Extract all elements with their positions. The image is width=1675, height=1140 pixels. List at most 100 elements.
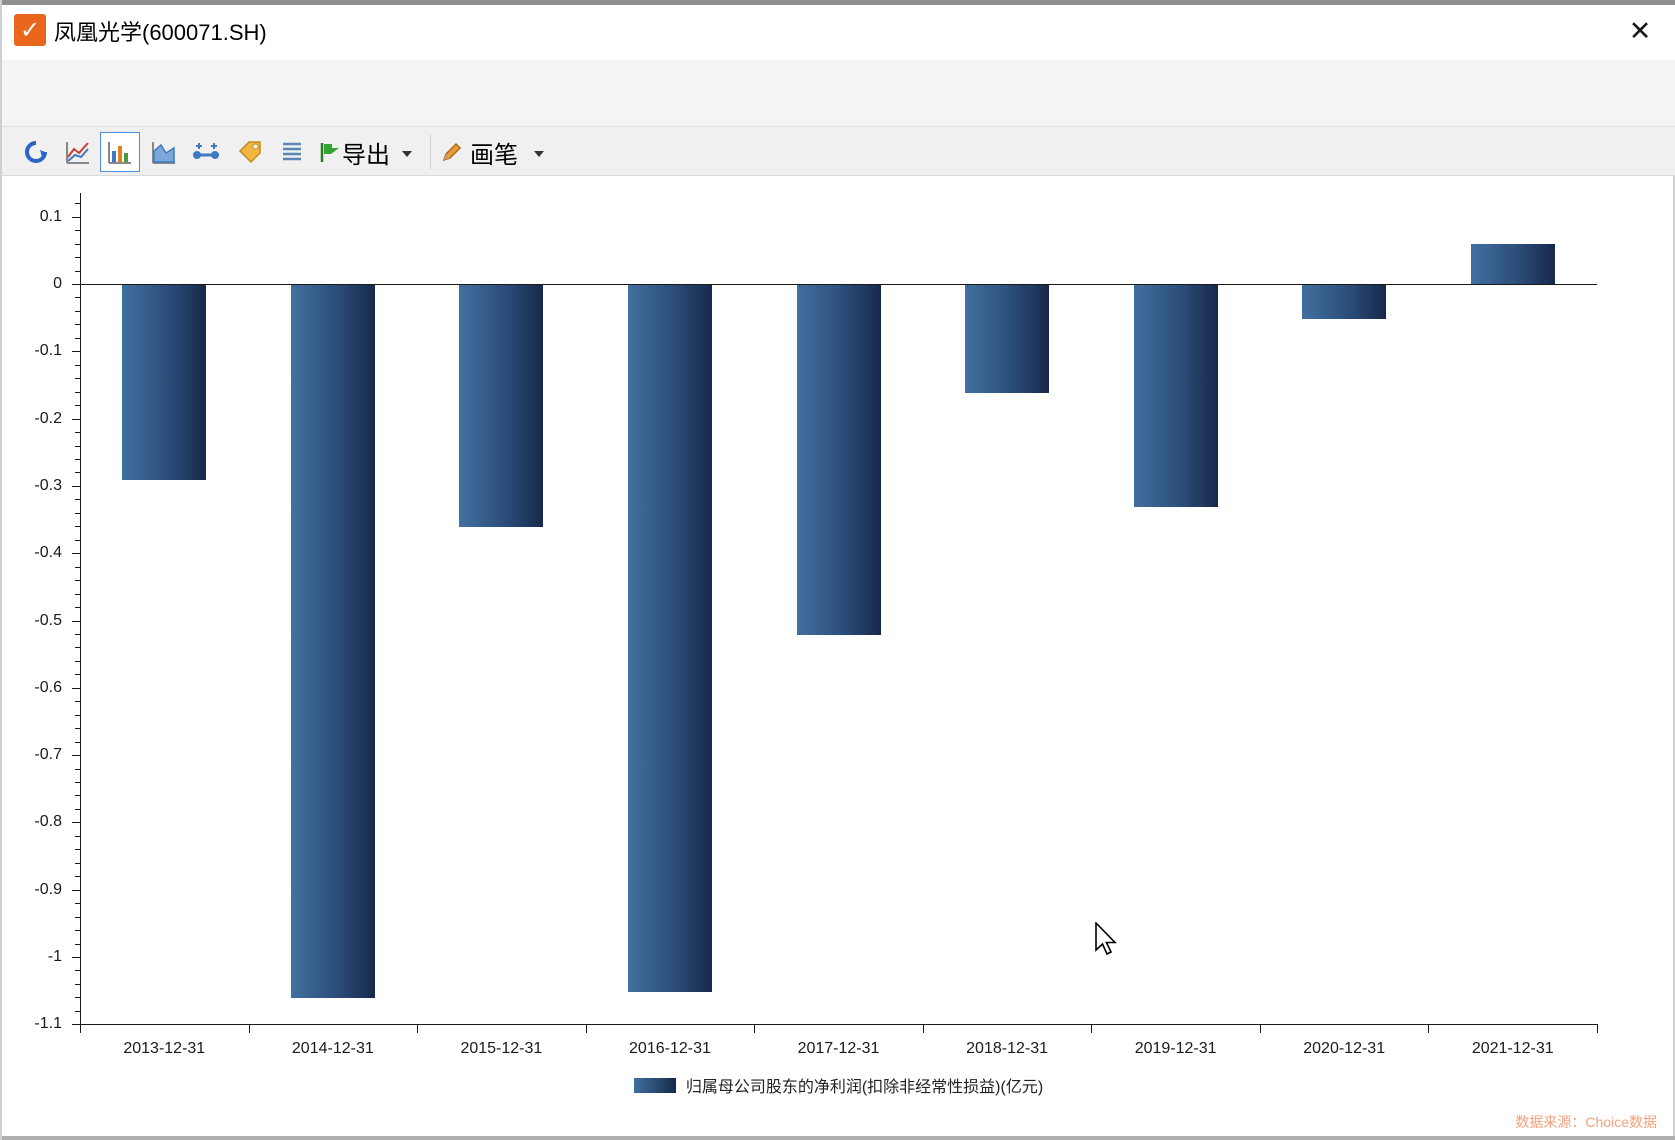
y-minor-tick [75,593,80,595]
y-minor-tick [75,983,80,985]
x-axis-line [80,1024,1598,1026]
y-tick-label: -0.5 [34,611,62,629]
zero-line [80,284,1598,285]
x-tick [1259,1024,1261,1034]
y-minor-tick [75,674,80,676]
bar-2017-12-31 [796,285,881,635]
y-minor-tick [75,862,80,864]
y-tick [72,687,80,689]
export-dropdown-caret-icon[interactable] [402,151,412,157]
y-minor-tick [75,445,80,447]
y-minor-tick [75,580,80,582]
y-tick-label: -0.7 [34,746,62,764]
y-tick [72,351,80,353]
y-tick [72,889,80,891]
x-tick [585,1024,587,1034]
y-minor-tick [75,808,80,810]
y-minor-tick [75,835,80,837]
y-tick [72,822,80,824]
y-tick-label: -0.4 [34,544,62,562]
x-tick-label: 2018-12-31 [966,1040,1048,1057]
y-minor-tick [75,728,80,730]
x-tick [80,1024,81,1034]
window-top-border [2,0,1675,5]
toolbar-divider [430,135,431,169]
y-tick-label: 0.1 [39,207,62,225]
y-minor-tick [75,310,80,312]
y-minor-tick [75,647,80,649]
y-minor-tick [75,930,80,932]
y-minor-tick [75,512,80,514]
y-tick [72,418,80,420]
y-minor-tick [75,916,80,918]
y-tick [72,957,80,958]
pencil-icon[interactable] [438,134,466,170]
x-tick [754,1024,756,1034]
area-chart-icon[interactable] [146,134,182,170]
line-chart-icon[interactable] [60,134,96,170]
y-minor-tick [75,458,80,460]
y-minor-tick [75,741,80,743]
y-tick [72,284,80,285]
y-minor-tick [75,1010,80,1012]
window-bottom-border [2,1136,1675,1140]
title-bar: ✓ 凤凰光学(600071.SH) ✕ [2,5,1675,60]
legend-label: 归属母公司股东的净利润(扣除非经常性损益)(亿元) [685,1079,1044,1096]
y-minor-tick [75,714,80,716]
brush-button[interactable]: 画笔 [470,143,518,169]
y-minor-tick [75,230,80,232]
y-minor-tick [75,539,80,541]
x-tick-label: 2020-12-31 [1303,1040,1386,1057]
bar-2014-12-31 [290,285,375,999]
refresh-icon[interactable] [18,134,54,170]
y-minor-tick [75,324,80,326]
bar-2016-12-31 [627,285,712,992]
y-minor-tick [75,607,80,609]
x-tick [417,1024,419,1034]
legend-swatch [633,1077,676,1093]
x-tick-label: 2019-12-31 [1134,1040,1217,1057]
x-tick-label: 2021-12-31 [1471,1040,1554,1057]
chart-toolbar: 导出 画笔 [2,126,1675,176]
brush-dropdown-caret-icon[interactable] [534,151,544,157]
page-title: 凤凰光学(600071.SH) [54,20,267,45]
bar-2020-12-31 [1302,285,1387,319]
export-flag-icon[interactable] [312,134,348,170]
x-tick-label: 2016-12-31 [629,1040,711,1057]
x-tick [1091,1024,1093,1034]
bar-2018-12-31 [965,285,1050,393]
y-minor-tick [75,472,80,474]
y-tick [72,485,80,487]
y-minor-tick [75,526,80,528]
y-minor-tick [75,378,80,380]
interval-icon[interactable] [188,134,224,170]
y-minor-tick [75,876,80,878]
x-tick-label: 2014-12-31 [291,1040,374,1057]
close-button[interactable]: ✕ [1628,15,1652,46]
y-minor-tick [75,566,80,568]
y-tick-label: -0.8 [34,813,62,831]
series-checkbox-icon[interactable]: ✓ [14,14,46,46]
y-tick [72,755,80,757]
y-tick-label: -0.1 [34,342,62,360]
bar-2013-12-31 [122,285,207,481]
bar-2021-12-31 [1470,243,1555,284]
list-icon[interactable] [274,134,310,170]
y-minor-tick [75,391,80,393]
y-minor-tick [75,782,80,784]
y-minor-tick [75,364,80,366]
y-minor-tick [75,257,80,259]
y-minor-tick [75,768,80,770]
tag-icon[interactable] [232,134,268,170]
y-tick-label: -0.3 [34,476,62,494]
bar-chart-icon[interactable] [100,132,140,172]
x-tick-label: 2013-12-31 [123,1040,206,1057]
x-tick [1428,1024,1430,1034]
y-tick-label: -0.6 [34,678,62,696]
y-minor-tick [75,903,80,905]
mouse-cursor-icon [1095,922,1117,956]
y-tick-label: -0.9 [34,880,62,898]
export-button[interactable]: 导出 [342,143,390,169]
